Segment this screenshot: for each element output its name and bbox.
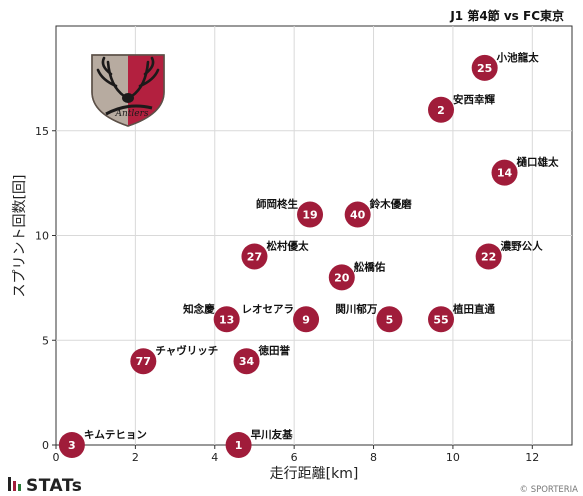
player-marker <box>428 306 455 333</box>
player-marker <box>344 201 371 228</box>
player-name-label: チャヴリッチ <box>155 344 218 357</box>
x-tick-label: 12 <box>525 451 539 464</box>
player-name-label: レオセアラ <box>242 303 295 315</box>
player-name-label: 小池龍太 <box>496 51 539 64</box>
player-marker <box>58 432 85 458</box>
player-point: 14 樋口雄太 <box>491 156 559 186</box>
player-number-label: 3 <box>68 439 76 452</box>
player-number-label: 34 <box>239 355 255 368</box>
data-points: 25小池龍太2安西幸輝14樋口雄太19師岡柊生40鈴木優磨27松村優太22濃野公… <box>58 51 559 458</box>
player-number-label: 13 <box>219 313 234 326</box>
player-number-label: 9 <box>302 313 310 326</box>
player-point: 20 舩橋佑 <box>328 260 386 291</box>
player-marker <box>225 432 252 458</box>
player-number-label: 40 <box>350 209 366 222</box>
player-point: 13 知念慶 <box>183 302 240 333</box>
player-number-label: 19 <box>302 209 317 222</box>
player-point: 22 濃野公人 <box>475 239 543 270</box>
x-tick-label: 6 <box>291 451 298 464</box>
player-point: 40 鈴木優磨 <box>344 198 412 228</box>
player-point: 1 早川友基 <box>225 428 293 458</box>
player-number-label: 1 <box>235 439 243 452</box>
player-name-label: キムテヒョン <box>84 429 147 441</box>
player-marker <box>491 159 518 186</box>
player-name-label: 師岡柊生 <box>256 198 298 211</box>
player-name-label: 徳田誉 <box>258 344 291 357</box>
y-tick-label: 15 <box>35 125 49 138</box>
player-marker <box>297 201 324 228</box>
y-tick-label: 10 <box>35 230 49 243</box>
player-marker <box>130 348 157 375</box>
x-axis-ticks: 0 2 4 6 8 10 12 <box>53 445 539 464</box>
player-name-label: 早川友基 <box>251 428 293 441</box>
player-point: 5 関川郁万 <box>335 302 403 333</box>
copyright-text: © SPORTERIA <box>520 485 579 495</box>
player-marker <box>428 96 455 123</box>
player-marker <box>241 243 268 270</box>
player-marker <box>233 348 260 375</box>
y-axis-ticks: 0 5 10 15 <box>35 125 56 452</box>
x-tick-label: 2 <box>132 451 139 464</box>
x-tick-label: 0 <box>53 451 60 464</box>
x-tick-label: 4 <box>211 451 218 464</box>
stats-logo-text: STATs <box>26 476 82 496</box>
chart-title: J1 第4節 vs FC東京 <box>449 8 564 23</box>
player-name-label: 松村優太 <box>266 239 308 252</box>
player-number-label: 22 <box>481 250 496 263</box>
player-name-label: 植田直通 <box>452 302 495 315</box>
player-marker <box>293 306 320 333</box>
player-point: 25 小池龍太 <box>471 51 539 81</box>
player-point: 55 植田直通 <box>428 302 496 333</box>
x-tick-label: 8 <box>370 451 377 464</box>
player-marker <box>328 264 355 291</box>
player-name-label: 鈴木優磨 <box>370 198 412 211</box>
y-tick-label: 5 <box>42 334 49 347</box>
player-point: 27 松村優太 <box>241 239 309 270</box>
player-name-label: 濃野公人 <box>501 239 543 252</box>
player-number-label: 27 <box>247 250 262 263</box>
player-number-label: 14 <box>497 167 513 180</box>
y-axis-label: スプリント回数[回] <box>12 175 28 298</box>
player-marker <box>376 306 403 333</box>
player-name-label: 関川郁万 <box>335 302 377 315</box>
stats-logo-bar-3-icon <box>18 484 21 491</box>
player-name-label: 安西幸輝 <box>453 93 495 106</box>
stats-logo-bar-2-icon <box>13 481 16 491</box>
player-number-label: 55 <box>433 313 448 326</box>
player-point: 77 チャヴリッチ <box>130 344 218 375</box>
stats-logo-bar-1-icon <box>8 477 11 491</box>
player-number-label: 20 <box>334 271 350 284</box>
y-tick-label: 0 <box>42 439 49 452</box>
player-number-label: 25 <box>477 62 492 75</box>
player-point: 3 キムテヒョン <box>58 429 147 458</box>
player-marker <box>213 306 240 333</box>
player-name-label: 舩橋佑 <box>354 260 386 273</box>
stats-logo: STATs <box>8 476 82 496</box>
svg-text:Antlers: Antlers <box>114 109 148 119</box>
player-marker <box>475 243 502 270</box>
player-point: 2 安西幸輝 <box>428 93 496 123</box>
kashima-antlers-crest-icon: Antlers <box>91 54 165 127</box>
player-number-label: 5 <box>386 313 394 326</box>
x-tick-label: 10 <box>446 451 460 464</box>
player-name-label: 知念慶 <box>183 302 215 315</box>
x-axis-label: 走行距離[km] <box>270 465 359 482</box>
player-point: 9 レオセアラ <box>242 303 320 333</box>
player-name-label: 樋口雄太 <box>517 156 559 169</box>
player-marker <box>471 54 498 81</box>
player-point: 19 師岡柊生 <box>256 198 324 228</box>
player-number-label: 2 <box>437 104 445 117</box>
player-number-label: 77 <box>136 355 151 368</box>
